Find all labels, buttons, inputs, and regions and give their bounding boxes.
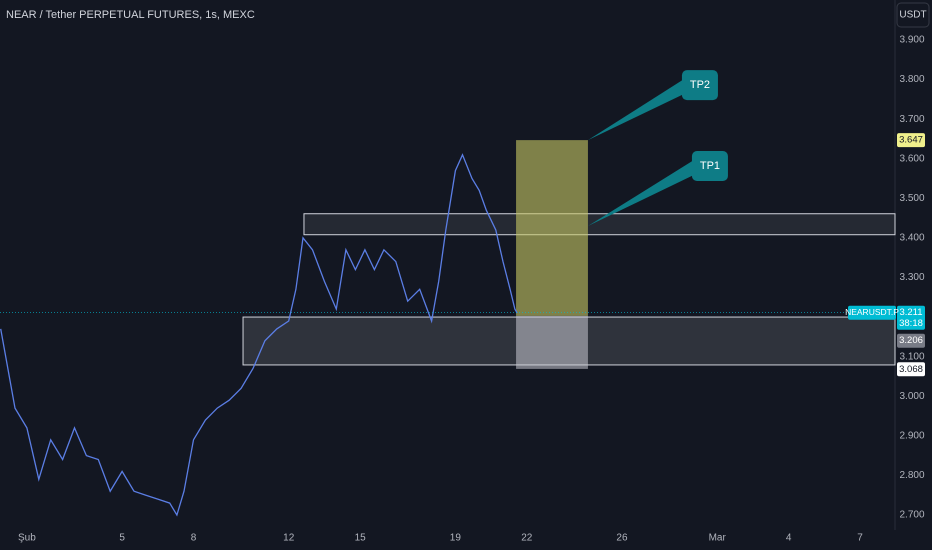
zone	[516, 315, 588, 369]
x-tick-label: 5	[119, 533, 125, 544]
chart-title: NEAR / Tether PERPETUAL FUTURES, 1s, MEX…	[6, 9, 255, 21]
x-tick-label: 8	[191, 533, 197, 544]
callout-label: TP2	[690, 79, 710, 91]
y-tick-label: 3.900	[899, 35, 924, 46]
y-tick-label: 3.500	[899, 193, 924, 204]
x-tick-label: Mar	[709, 533, 727, 544]
zone	[516, 140, 588, 316]
x-tick-label: 22	[521, 533, 533, 544]
y-tick-label: 3.000	[899, 391, 924, 402]
price-label-bg	[897, 362, 925, 377]
callout-pointer	[587, 160, 700, 227]
callout-bubble	[691, 151, 728, 182]
y-tick-label: 3.300	[899, 272, 924, 283]
callout-bubble	[681, 70, 718, 101]
x-tick-label: 7	[857, 533, 863, 544]
callout-pointer	[587, 79, 690, 141]
y-tick-label: 3.600	[899, 153, 924, 164]
price-label: 3.647	[899, 135, 923, 146]
price-label-bg	[897, 305, 925, 330]
price-label: 3.068	[899, 364, 923, 375]
symbol-label: NEARUSDT.P	[845, 307, 899, 317]
price-label-bg	[897, 333, 925, 348]
y-tick-label: 2.800	[899, 470, 924, 481]
x-tick-label: 12	[283, 533, 295, 544]
price-label: 3.211	[899, 307, 922, 318]
x-tick-label: Şub	[18, 533, 36, 544]
currency-button[interactable]	[896, 2, 930, 28]
price-label: 3.206	[899, 335, 923, 346]
y-tick-label: 3.100	[899, 351, 924, 362]
y-tick-label: 2.700	[899, 510, 924, 521]
y-tick-label: 3.400	[899, 233, 924, 244]
y-tick-label: 3.800	[899, 74, 924, 85]
price-line	[0, 153, 518, 517]
countdown: 38:18	[899, 318, 923, 329]
y-tick-label: 3.700	[899, 114, 924, 125]
symbol-label-bg	[848, 305, 896, 320]
x-tick-label: 4	[786, 533, 792, 544]
currency-label[interactable]: USDT	[899, 10, 926, 21]
x-tick-label: 15	[355, 533, 367, 544]
x-tick-label: 19	[450, 533, 462, 544]
zone	[303, 213, 896, 236]
price-label-bg	[897, 133, 925, 148]
callout-label: TP1	[700, 160, 720, 172]
x-tick-label: 26	[616, 533, 628, 544]
y-tick-label: 2.900	[899, 430, 924, 441]
